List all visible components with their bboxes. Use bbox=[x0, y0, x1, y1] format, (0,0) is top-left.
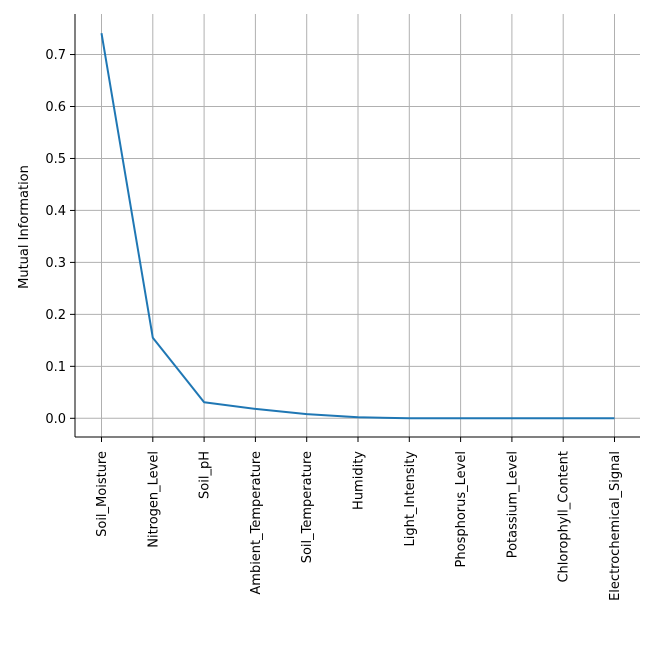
y-tick-label: 0.6 bbox=[45, 100, 66, 115]
x-tick-label: Light_Intensity bbox=[403, 451, 418, 547]
x-tick-label: Humidity bbox=[352, 451, 367, 510]
x-tick-label: Nitrogen_Level bbox=[146, 451, 161, 548]
y-tick-label: 0.0 bbox=[45, 412, 66, 427]
y-tick-label: 0.2 bbox=[45, 308, 66, 323]
x-tick-label: Phosphorus_Level bbox=[454, 451, 469, 567]
grid-layer bbox=[75, 14, 640, 437]
x-tick-label: Soil_Temperature bbox=[300, 451, 315, 563]
axes-layer bbox=[70, 14, 640, 442]
y-axis-label: Mutual Information bbox=[17, 165, 32, 289]
y-tick-label: 0.5 bbox=[45, 152, 66, 167]
x-tick-label: Potassium_Level bbox=[505, 451, 520, 558]
x-tick-label: Chlorophyll_Content bbox=[557, 451, 572, 583]
x-tick-label: Electrochemical_Signal bbox=[608, 451, 623, 601]
y-tick-label: 0.3 bbox=[45, 256, 66, 271]
y-tick-layer: 0.0 0.1 0.2 0.3 0.4 0.5 0.6 0.7 bbox=[45, 48, 66, 427]
y-tick-label: 0.1 bbox=[45, 360, 66, 375]
x-tick-label: Soil_pH bbox=[198, 451, 213, 499]
x-tick-label: Soil_Moisture bbox=[95, 451, 110, 537]
series-layer bbox=[100, 33, 615, 420]
y-tick-label: 0.4 bbox=[45, 204, 66, 219]
x-tick-layer: Soil_Moisture Nitrogen_Level Soil_pH Ambien… bbox=[95, 451, 623, 601]
y-tick-label: 0.7 bbox=[45, 48, 66, 63]
x-tick-label: Ambient_Temperature bbox=[249, 451, 264, 595]
data-line bbox=[100, 33, 615, 420]
